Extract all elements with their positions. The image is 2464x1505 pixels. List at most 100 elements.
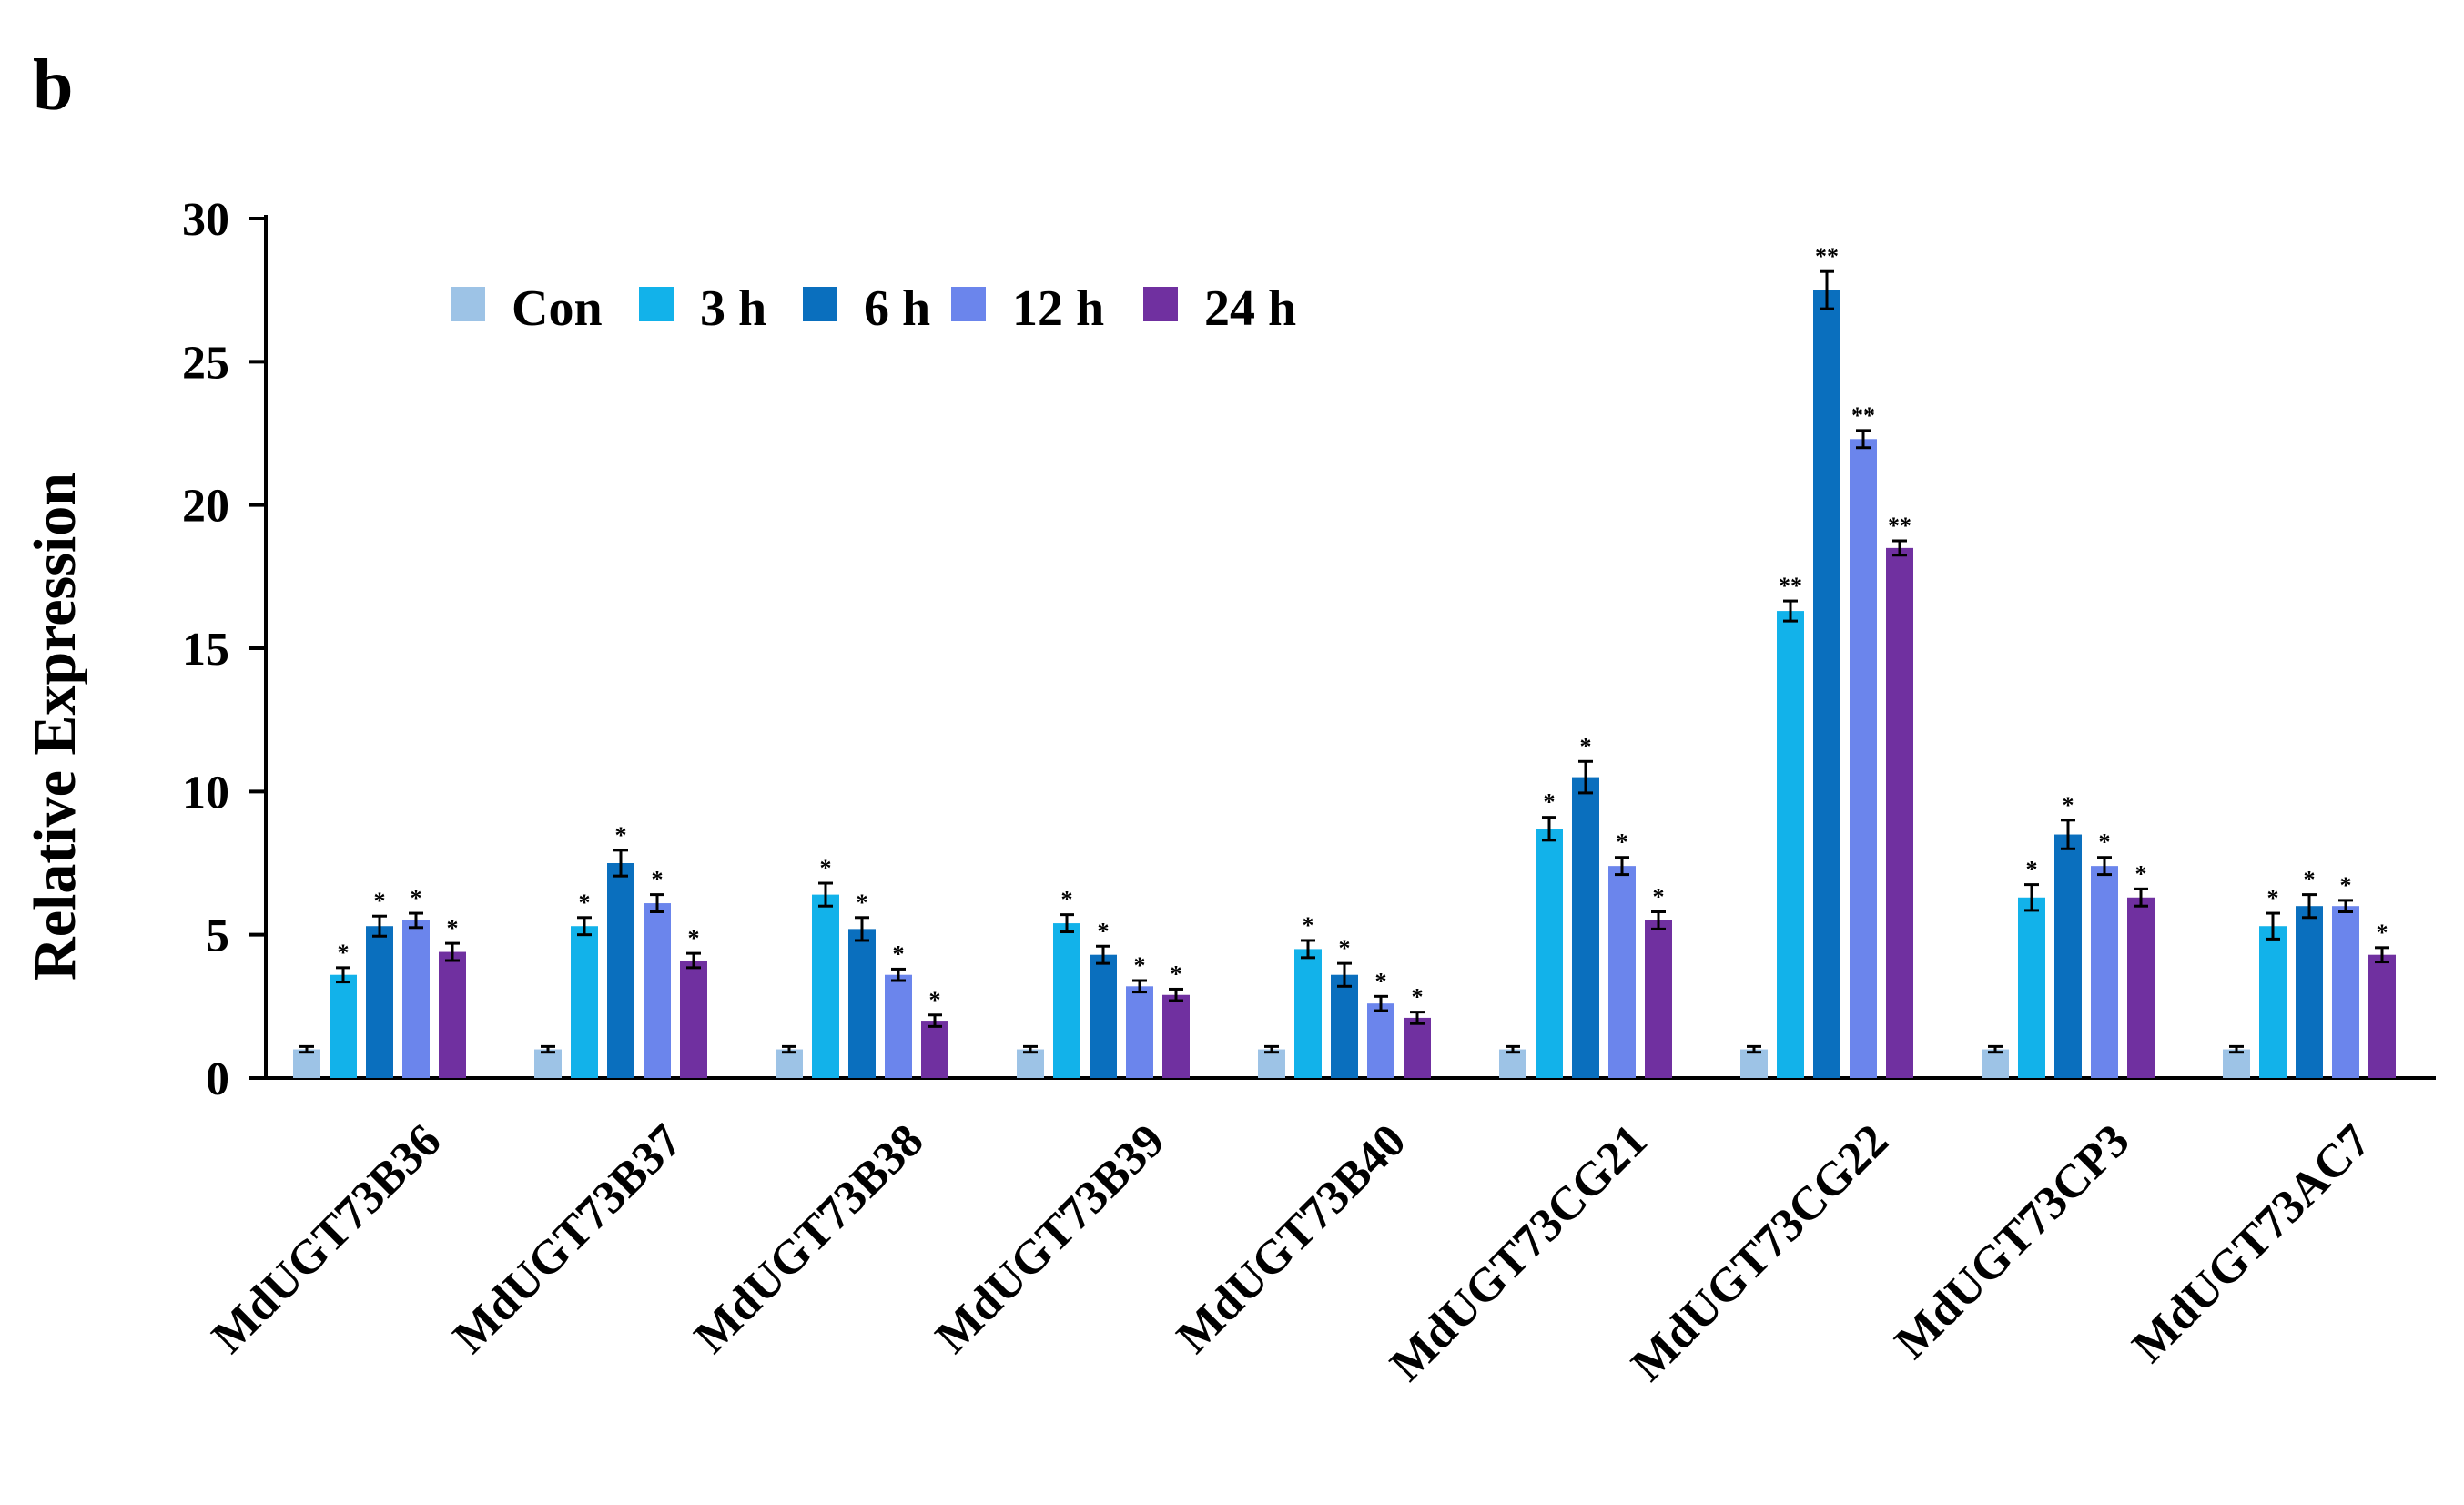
bar-3h-mdugt73b37: [571, 926, 598, 1078]
bar-24h-mdugt73ac7: [2368, 954, 2396, 1078]
bar-24h-mdugt73cg22: [1886, 547, 1913, 1078]
significance-marker: **: [1815, 243, 1839, 269]
legend-label: 24 h: [1204, 280, 1296, 337]
y-tick-label: 30: [182, 194, 229, 246]
bar-3h-mdugt73cg21: [1536, 829, 1563, 1078]
significance-marker: *: [1061, 887, 1073, 913]
legend-label: 6 h: [864, 280, 930, 337]
bar-3h-mdugt73ac7: [2259, 926, 2287, 1078]
y-tick-label: 0: [206, 1053, 229, 1105]
bar-24h-mdugt73cg21: [1645, 920, 1672, 1078]
bar-6h-mdugt73cg21: [1572, 777, 1599, 1078]
bar-con-mdugt73b36: [293, 1049, 320, 1078]
significance-marker: *: [1412, 984, 1424, 1011]
bar-24h-mdugt73b38: [921, 1021, 948, 1078]
x-tick-label: MdUGT73B38: [684, 1114, 933, 1363]
significance-marker: *: [2340, 872, 2352, 899]
significance-marker: *: [1375, 968, 1387, 994]
significance-marker: **: [1888, 513, 1911, 539]
x-tick-label: MdUGT73CP3: [1885, 1114, 2139, 1368]
x-tick-label: MdUGT73AC7: [2123, 1114, 2380, 1372]
x-tick-label: MdUGT73B37: [443, 1114, 692, 1363]
bar-6h-mdugt73cp3: [2054, 834, 2082, 1078]
bar-24h-mdugt73b39: [1162, 994, 1190, 1078]
bar-3h-mdugt73cg22: [1777, 611, 1804, 1078]
significance-marker: *: [1303, 912, 1314, 939]
x-tick-label: MdUGT73B40: [1167, 1114, 1415, 1363]
bar-3h-mdugt73b36: [330, 974, 357, 1078]
significance-marker: *: [411, 885, 422, 911]
bars-group: ** ************* *********************** **: [293, 243, 2396, 1079]
legend-swatch: [451, 287, 485, 321]
bar-con-mdugt73b37: [534, 1049, 562, 1078]
legend-swatch: [951, 287, 986, 321]
legend-label: 3 h: [700, 280, 766, 337]
significance-marker: **: [1851, 402, 1875, 429]
significance-marker: *: [929, 987, 941, 1013]
axes: 051015202530MdUGT73B36MdUGT73B37MdUGT73B…: [182, 194, 2436, 1391]
significance-marker: *: [2063, 792, 2074, 819]
bar-12h-mdugt73b38: [885, 974, 912, 1078]
significance-marker: *: [447, 915, 459, 941]
panel-label: b: [33, 46, 74, 126]
significance-marker: *: [1544, 789, 1556, 816]
significance-marker: *: [1580, 733, 1592, 759]
bar-con-mdugt73b39: [1017, 1049, 1044, 1078]
y-tick-label: 5: [206, 910, 229, 962]
y-tick-label: 25: [182, 337, 229, 389]
bar-24h-mdugt73b40: [1404, 1017, 1431, 1078]
y-axis-label: Relative Expression: [22, 473, 88, 981]
bar-6h-mdugt73b36: [366, 926, 393, 1078]
significance-marker: *: [2026, 857, 2038, 883]
significance-marker: *: [1171, 961, 1182, 987]
bar-con-mdugt73cp3: [1982, 1049, 2009, 1078]
bar-con-mdugt73ac7: [2223, 1049, 2250, 1078]
bar-24h-mdugt73b37: [680, 960, 707, 1078]
y-tick-label: 10: [182, 767, 229, 819]
bar-12h-mdugt73b36: [402, 920, 430, 1078]
x-tick-label: MdUGT73CG22: [1622, 1114, 1899, 1391]
significance-marker: *: [652, 867, 664, 893]
x-tick-label: MdUGT73B36: [202, 1114, 451, 1363]
significance-marker: *: [688, 925, 700, 951]
significance-marker: *: [2304, 867, 2316, 893]
y-tick-label: 15: [182, 624, 229, 676]
significance-marker: *: [2377, 920, 2388, 946]
significance-marker: *: [579, 890, 591, 916]
bar-6h-mdugt73ac7: [2296, 906, 2323, 1078]
legend-label: 12 h: [1012, 280, 1104, 337]
legend: Con 3 h 6 h 12 h 24 h: [451, 280, 1296, 337]
significance-marker: *: [1339, 935, 1351, 961]
bar-3h-mdugt73b39: [1053, 923, 1080, 1078]
bar-12h-mdugt73cp3: [2091, 866, 2118, 1078]
bar-12h-mdugt73cg21: [1608, 866, 1636, 1078]
legend-swatch: [803, 287, 837, 321]
significance-marker: *: [820, 855, 832, 881]
bar-con-mdugt73b40: [1258, 1049, 1285, 1078]
significance-marker: **: [1779, 573, 1802, 599]
bar-24h-mdugt73cp3: [2127, 897, 2155, 1078]
bar-24h-mdugt73b36: [439, 951, 466, 1078]
legend-swatch: [639, 287, 674, 321]
significance-marker: *: [374, 888, 386, 914]
bar-3h-mdugt73b40: [1294, 949, 1322, 1078]
significance-marker: *: [2135, 860, 2147, 887]
bar-3h-mdugt73b38: [812, 894, 839, 1078]
significance-marker: *: [857, 890, 868, 916]
significance-marker: *: [2267, 885, 2279, 911]
y-tick-label: 20: [182, 481, 229, 533]
significance-marker: *: [1134, 952, 1146, 979]
bar-6h-mdugt73b38: [848, 929, 876, 1078]
bar-6h-mdugt73b37: [607, 863, 634, 1078]
significance-marker: *: [615, 822, 627, 849]
bar-con-mdugt73cg21: [1499, 1049, 1526, 1078]
significance-marker: *: [1653, 883, 1665, 910]
x-tick-label: MdUGT73CG21: [1381, 1114, 1658, 1391]
significance-marker: *: [1617, 829, 1628, 856]
bar-6h-mdugt73b39: [1090, 954, 1117, 1078]
legend-label: Con: [512, 280, 603, 337]
bar-6h-mdugt73cg22: [1813, 290, 1840, 1079]
bar-con-mdugt73b38: [776, 1049, 803, 1078]
bar-12h-mdugt73b40: [1367, 1003, 1394, 1078]
bar-con-mdugt73cg22: [1740, 1049, 1768, 1078]
